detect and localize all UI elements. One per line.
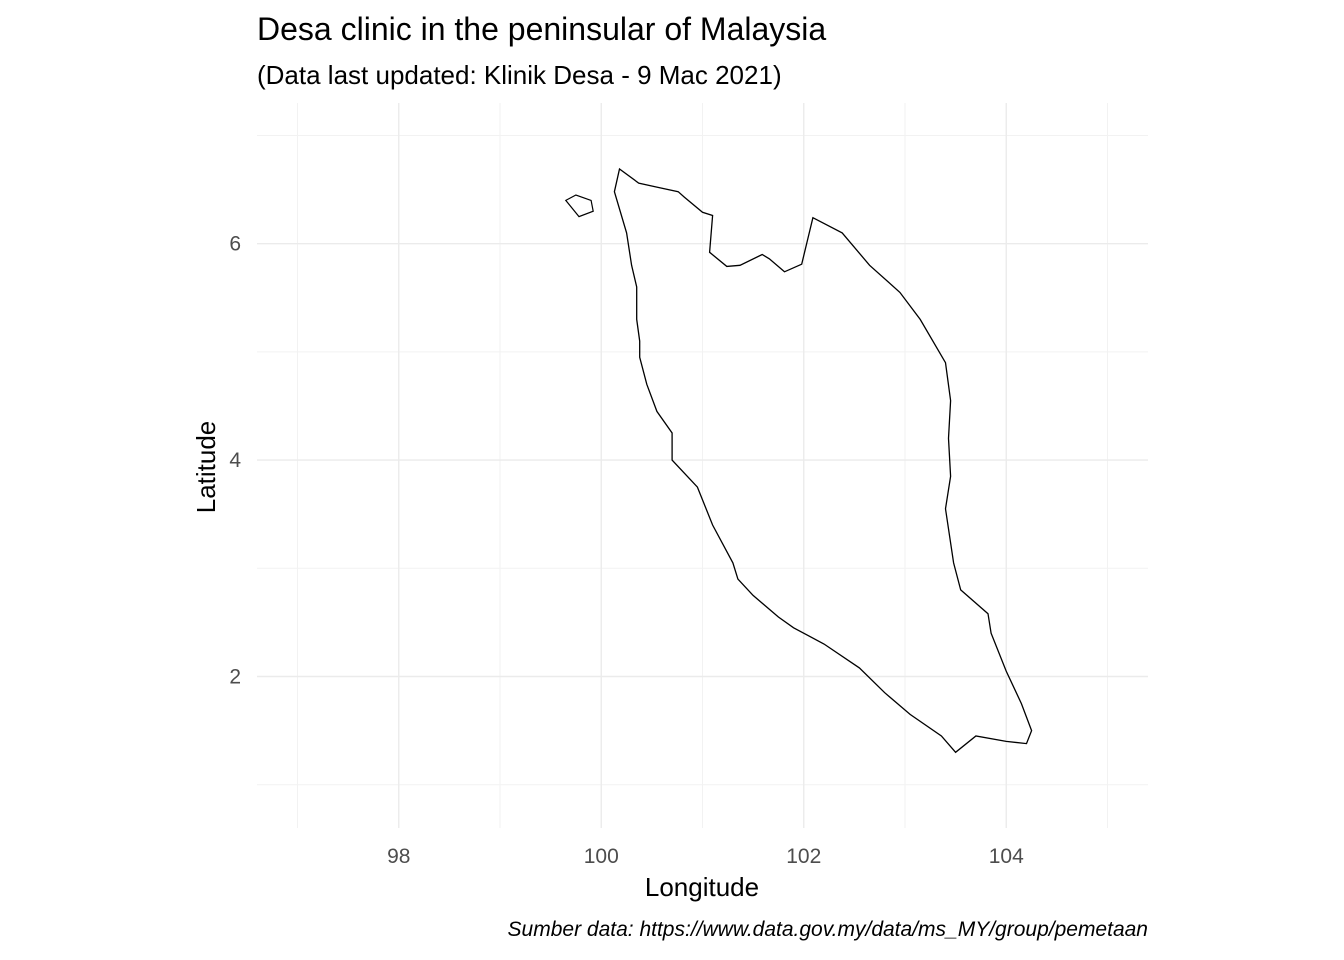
- x-tick-label: 102: [786, 845, 821, 868]
- chart-title: Desa clinic in the peninsular of Malaysi…: [257, 11, 826, 47]
- y-tick-label: 6: [229, 233, 241, 256]
- plot-gridlines: [257, 103, 1148, 828]
- x-axis-title: Longitude: [645, 872, 759, 902]
- langkawi-outline: [564, 194, 594, 218]
- peninsula-outline: [613, 167, 1033, 754]
- y-axis-title: Latitude: [191, 421, 221, 514]
- x-tick-label: 104: [989, 845, 1024, 868]
- y-tick-label: 4: [229, 449, 241, 472]
- x-axis-ticks: 98 100 102 104: [387, 845, 1024, 868]
- chart-caption: Sumber data: https://www.data.gov.my/dat…: [508, 918, 1148, 941]
- y-axis-ticks: 2 4 6: [229, 233, 241, 689]
- peninsula-outline-layer: [564, 167, 1033, 754]
- y-tick-label: 2: [229, 666, 241, 689]
- chart-subtitle: (Data last updated: Klinik Desa - 9 Mac …: [257, 60, 782, 90]
- x-tick-label: 98: [387, 845, 410, 868]
- x-tick-label: 100: [584, 845, 619, 868]
